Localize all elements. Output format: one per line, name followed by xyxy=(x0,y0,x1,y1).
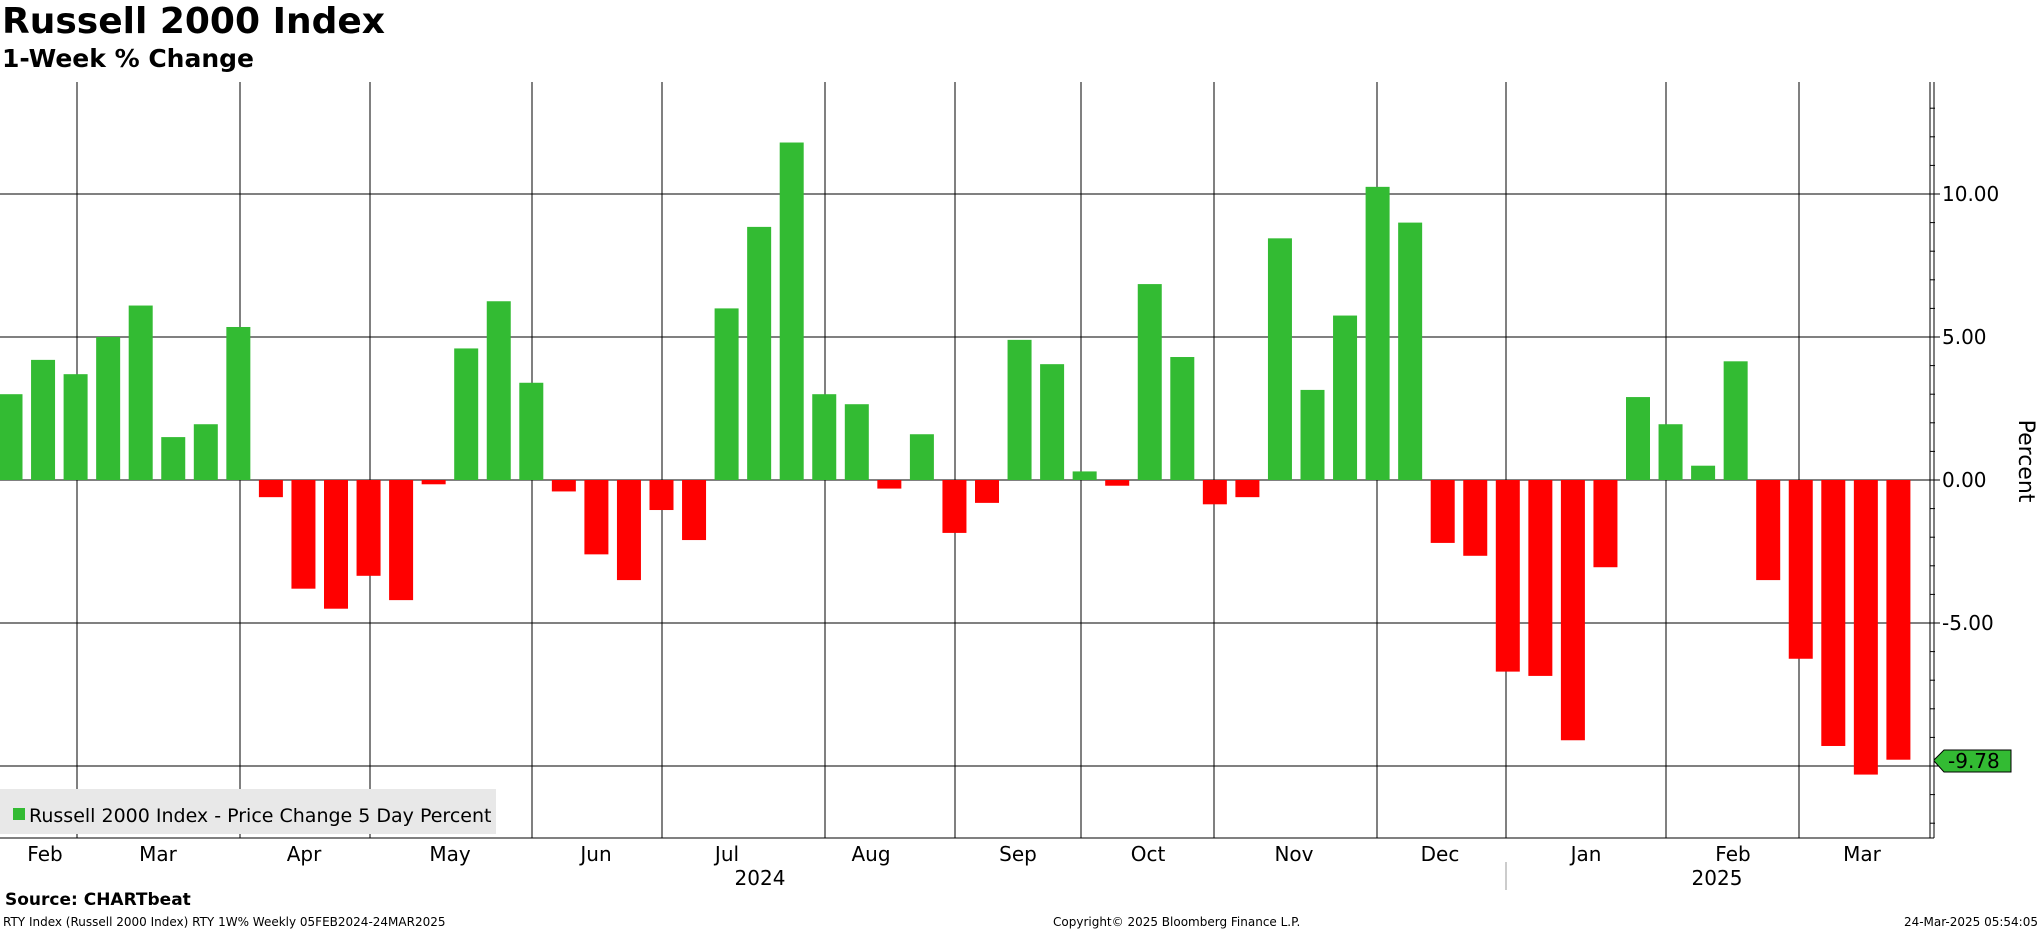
bar xyxy=(291,480,316,589)
bar xyxy=(193,424,218,480)
x-month-label: Oct xyxy=(1131,842,1166,866)
bar xyxy=(1137,284,1162,480)
x-month-label: Sep xyxy=(999,842,1037,866)
y-tick-label: -5.00 xyxy=(1942,611,1994,635)
bar xyxy=(421,480,446,485)
bar xyxy=(1463,480,1488,556)
chart-title: Russell 2000 Index xyxy=(2,1,385,42)
plot-frame xyxy=(0,82,1935,839)
bar xyxy=(1105,480,1130,486)
bar xyxy=(747,226,772,480)
bar xyxy=(519,382,544,480)
bar xyxy=(551,480,576,492)
x-month-label: Dec xyxy=(1421,842,1460,866)
bar xyxy=(1267,238,1292,480)
bar xyxy=(1528,480,1553,676)
bar xyxy=(258,480,283,498)
x-year-label: 2024 xyxy=(735,866,786,890)
bar xyxy=(31,359,56,480)
bar xyxy=(1170,357,1195,480)
bar xyxy=(1202,480,1227,505)
legend: Russell 2000 Index - Price Change 5 Day … xyxy=(0,789,496,834)
bar xyxy=(389,480,414,601)
bar xyxy=(1365,186,1390,480)
y-tick-label: 5.00 xyxy=(1942,325,1987,349)
bar xyxy=(714,308,739,480)
bar xyxy=(1300,389,1325,480)
bar xyxy=(1691,465,1716,480)
legend-label: Russell 2000 Index - Price Change 5 Day … xyxy=(29,805,491,827)
bar xyxy=(1593,480,1618,568)
x-year-label: 2025 xyxy=(1692,866,1743,890)
x-month-label: Jan xyxy=(1569,842,1602,866)
x-month-label: Aug xyxy=(851,842,890,866)
footer-copyright: Copyright© 2025 Bloomberg Finance L.P. xyxy=(1053,915,1301,929)
bar xyxy=(1886,480,1911,760)
bar xyxy=(812,394,837,480)
footer-timestamp: 24-Mar-2025 05:54:05 xyxy=(1903,915,2038,929)
bar xyxy=(1072,471,1097,480)
y-tick-label: 10.00 xyxy=(1942,182,1999,206)
bar xyxy=(0,394,23,480)
bar xyxy=(584,480,609,555)
y-tick-label: 0.00 xyxy=(1942,468,1987,492)
legend-swatch xyxy=(13,808,25,820)
bar xyxy=(1333,315,1358,480)
x-month-label: Jun xyxy=(578,842,611,866)
bar xyxy=(96,337,121,480)
bar xyxy=(486,301,511,480)
x-month-label: Jul xyxy=(713,842,739,866)
bars xyxy=(0,142,1911,775)
bar xyxy=(1398,222,1423,480)
x-month-label: Nov xyxy=(1274,842,1313,866)
bar xyxy=(1853,480,1878,775)
bar xyxy=(1040,364,1065,480)
bar xyxy=(128,305,153,480)
bar xyxy=(63,374,88,480)
bar xyxy=(1430,480,1455,543)
bar xyxy=(844,404,869,480)
bar xyxy=(324,480,348,609)
bar xyxy=(1723,361,1748,480)
legend-background xyxy=(0,789,496,834)
bar xyxy=(1756,480,1781,581)
y-axis: 10.00 5.00 0.00 -5.00 xyxy=(1930,107,1999,824)
bar xyxy=(1495,480,1520,672)
x-axis: Feb Mar Apr May Jun Jul Aug Sep Oct Nov Dec Jan Feb M… xyxy=(27,842,1882,890)
bar xyxy=(942,480,967,533)
last-value-label: -9.78 xyxy=(1948,749,2000,773)
last-value-marker xyxy=(1933,749,2012,773)
bar xyxy=(1235,480,1260,498)
bar xyxy=(682,480,707,541)
bar xyxy=(454,348,479,480)
bar xyxy=(161,437,186,480)
footer-ticker-info: RTY Index (Russell 2000 Index) RTY 1W% W… xyxy=(3,915,446,929)
bar xyxy=(1788,480,1813,659)
x-month-label: Feb xyxy=(1715,842,1750,866)
last-value-tag: -9.78 xyxy=(1933,749,2012,773)
bar xyxy=(1560,480,1585,741)
bar xyxy=(1821,480,1846,746)
bar xyxy=(1626,397,1650,480)
bar xyxy=(877,480,902,489)
bar xyxy=(649,480,674,511)
bar xyxy=(909,434,934,480)
x-month-label: May xyxy=(429,842,471,866)
x-month-label: Apr xyxy=(287,842,322,866)
x-month-label: Mar xyxy=(139,842,178,866)
y-axis-label: Percent xyxy=(2013,420,2038,503)
bar xyxy=(616,480,641,581)
source-note: Source: CHARTbeat xyxy=(5,890,191,910)
bar xyxy=(779,142,804,480)
x-month-label: Feb xyxy=(27,842,62,866)
bar xyxy=(226,326,251,480)
bar xyxy=(1658,424,1683,480)
bar xyxy=(356,480,381,576)
bar xyxy=(1007,339,1032,480)
x-month-label: Mar xyxy=(1843,842,1882,866)
chart-subtitle: 1-Week % Change xyxy=(2,44,254,73)
bar xyxy=(975,480,999,503)
